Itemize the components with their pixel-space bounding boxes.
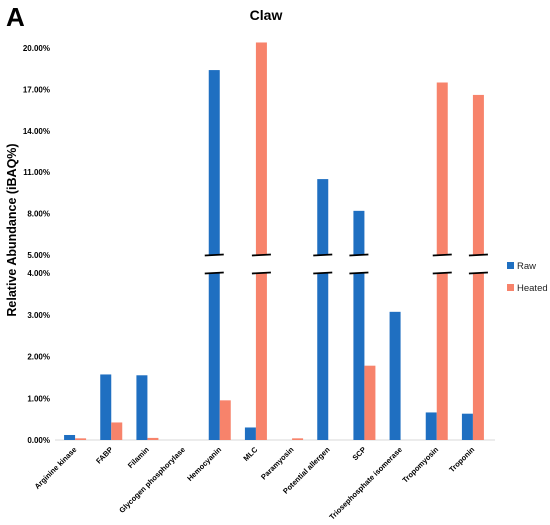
category-label: Paramyosin xyxy=(259,445,296,482)
y-tick-label: 20.00% xyxy=(23,44,50,53)
bar-raw xyxy=(425,412,437,440)
category-label: SCP xyxy=(351,445,368,462)
y-tick-label: 17.00% xyxy=(23,85,50,94)
axis-break-gap xyxy=(316,255,330,273)
axis-break-mark xyxy=(349,253,369,257)
y-tick-label: 1.00% xyxy=(27,394,50,403)
bar-raw xyxy=(244,427,256,440)
bar-heated xyxy=(111,422,123,440)
axis-break-mark xyxy=(432,271,452,275)
bar-raw xyxy=(100,374,112,440)
y-tick-label: 4.00% xyxy=(27,269,50,278)
axis-break-gap xyxy=(352,255,366,273)
bar-raw xyxy=(461,413,473,440)
category-label: Troponin xyxy=(447,445,476,474)
category-label: Triosephosphate isomerase xyxy=(327,445,404,522)
axis-break-mark xyxy=(204,253,224,257)
category-label: Hemocyanin xyxy=(185,445,223,483)
bar-raw xyxy=(389,311,401,440)
bar-raw xyxy=(136,375,148,440)
bars xyxy=(64,42,484,441)
bar-heated xyxy=(75,438,87,440)
bar-raw xyxy=(64,434,76,440)
y-tick-label: 11.00% xyxy=(23,168,50,177)
axis-break-mark xyxy=(251,253,271,257)
y-axis-ticks: 0.00% 1.00% 2.00% 3.00% 4.00% 5.00% 8.00% 11.00… xyxy=(23,44,50,445)
axis-break-mark xyxy=(313,271,333,275)
axis-break-gap xyxy=(435,255,449,273)
y-tick-label: 3.00% xyxy=(27,311,50,320)
legend: Raw Heated xyxy=(507,261,548,294)
bar-raw xyxy=(317,179,329,440)
axis-break-mark xyxy=(251,271,271,275)
y-tick-label: 2.00% xyxy=(27,353,50,362)
bar-raw xyxy=(353,210,365,440)
y-tick-label: 0.00% xyxy=(27,436,50,445)
y-tick-label: 5.00% xyxy=(27,251,50,260)
axis-break-gap xyxy=(471,255,485,273)
category-label: Arginine kinase xyxy=(33,445,79,491)
category-label: FABP xyxy=(94,445,115,466)
axis-break-gap xyxy=(207,255,221,273)
bar-heated xyxy=(147,437,159,440)
category-label: Tropomyosin xyxy=(400,445,440,485)
axis-break-mark xyxy=(468,253,488,257)
category-label: MLC xyxy=(241,445,259,463)
bar-heated xyxy=(292,438,304,440)
category-label: Filamin xyxy=(126,445,151,470)
chart-title: Claw xyxy=(250,7,283,23)
bar-heated xyxy=(364,365,376,440)
axis-break-mark xyxy=(204,271,224,275)
axis-break-mark xyxy=(349,271,369,275)
axis-break-mark xyxy=(468,271,488,275)
bar-heated xyxy=(219,400,231,440)
y-axis-label: Relative Abundance (iBAQ%) xyxy=(5,143,19,316)
bar-heated xyxy=(255,42,267,440)
axis-break-marks xyxy=(204,253,488,275)
axis-break-gap xyxy=(254,255,268,273)
y-tick-label: 14.00% xyxy=(23,127,50,136)
y-tick-label: 8.00% xyxy=(27,210,50,219)
legend-label-raw: Raw xyxy=(517,261,536,272)
legend-swatch-heated xyxy=(507,284,514,291)
axis-break-mark xyxy=(313,253,333,257)
panel-letter: A xyxy=(6,2,25,32)
axis-break-mark xyxy=(432,253,452,257)
legend-label-heated: Heated xyxy=(517,283,548,294)
category-label: Glycogen phosphorylase xyxy=(117,445,187,515)
legend-swatch-raw xyxy=(507,262,514,269)
